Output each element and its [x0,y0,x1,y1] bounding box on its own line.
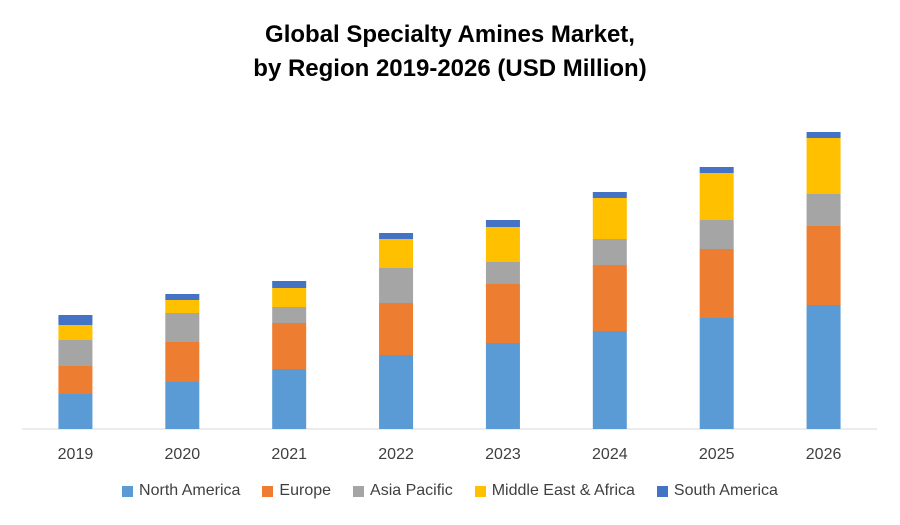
chart-title: Global Specialty Amines Market, by Regio… [0,18,900,86]
bar-segment-2026-1 [806,226,841,305]
bar-segment-2024-3 [592,198,627,239]
x-tick-label: 2019 [58,446,94,463]
x-tick-label: 2024 [592,446,628,463]
bar-segment-2022-1 [379,303,414,355]
x-tick-label: 2026 [806,446,842,463]
bar-segment-2022-2 [379,268,414,303]
bar-segment-2020-1 [165,342,200,382]
chart-legend: North America Europe Asia Pacific Middle Ea… [0,482,900,500]
legend-item: Europe [262,482,331,500]
bar-segment-2026-2 [806,194,841,226]
bar-segment-2020-3 [165,300,200,313]
legend-label: Asia Pacific [370,482,453,499]
bar-segment-2024-1 [592,265,627,331]
chart-subtitle: by Region 2019-2026 (USD Million) [253,55,647,82]
legend-label: Middle East & Africa [491,482,635,499]
bar-segment-2019-1 [58,366,93,394]
stacked-bar-chart: 2019 2020 2021 2022 2023 2024 2025 2026 [22,132,877,463]
legend-item: North America [122,482,240,500]
bar-segment-2021-4 [272,281,307,288]
bar-segment-2021-0 [272,369,307,429]
bar-segment-2020-2 [165,313,200,342]
bar-segment-2020-0 [165,382,200,429]
bar-segment-2024-4 [592,192,627,198]
bar-segment-2025-3 [699,173,734,220]
bar-segment-2023-3 [485,227,520,262]
bar-segment-2020-4 [165,294,200,300]
bar-segment-2019-0 [58,394,93,429]
bar-segment-2019-3 [58,325,93,340]
legend-swatch [474,485,486,497]
bar-segment-2019-4 [58,315,93,325]
legend-label: South America [673,482,778,499]
legend-item: Asia Pacific [353,482,453,500]
bar-segment-2024-2 [592,239,627,265]
bar-segment-2025-4 [699,167,734,173]
legend-label: Europe [279,482,332,499]
bar-segment-2025-1 [699,249,734,318]
x-tick-label: 2020 [165,446,201,463]
bar-segment-2023-4 [485,220,520,227]
x-tick-label: 2025 [699,446,735,463]
chart-title-line1: Global Specialty Amines Market, [265,21,635,48]
bar-segment-2019-2 [58,340,93,366]
legend-swatch [262,485,274,497]
bar-segment-2025-2 [699,220,734,249]
bar-segment-2023-0 [485,343,520,429]
x-tick-label: 2022 [378,446,414,463]
legend-item: South America [656,482,778,500]
legend-swatch [353,485,365,497]
bar-segment-2023-2 [485,262,520,284]
bar-segment-2023-1 [485,284,520,343]
bar-segment-2022-0 [379,355,414,429]
bar-segment-2022-4 [379,233,414,239]
bar-segment-2021-1 [272,323,307,369]
bar-segment-2021-2 [272,307,307,323]
bar-segment-2022-3 [379,239,414,268]
x-tick-label: 2023 [485,446,521,463]
bar-segment-2026-0 [806,305,841,429]
bar-segment-2026-3 [806,138,841,194]
bar-segment-2025-0 [699,318,734,429]
x-tick-label: 2021 [271,446,307,463]
legend-item: Middle East & Africa [474,482,635,500]
bar-segment-2021-3 [272,288,307,307]
legend-swatch [656,485,668,497]
legend-label: North America [139,482,241,499]
legend-swatch [122,485,134,497]
bar-segment-2024-0 [592,331,627,429]
bar-segment-2026-4 [806,132,841,138]
